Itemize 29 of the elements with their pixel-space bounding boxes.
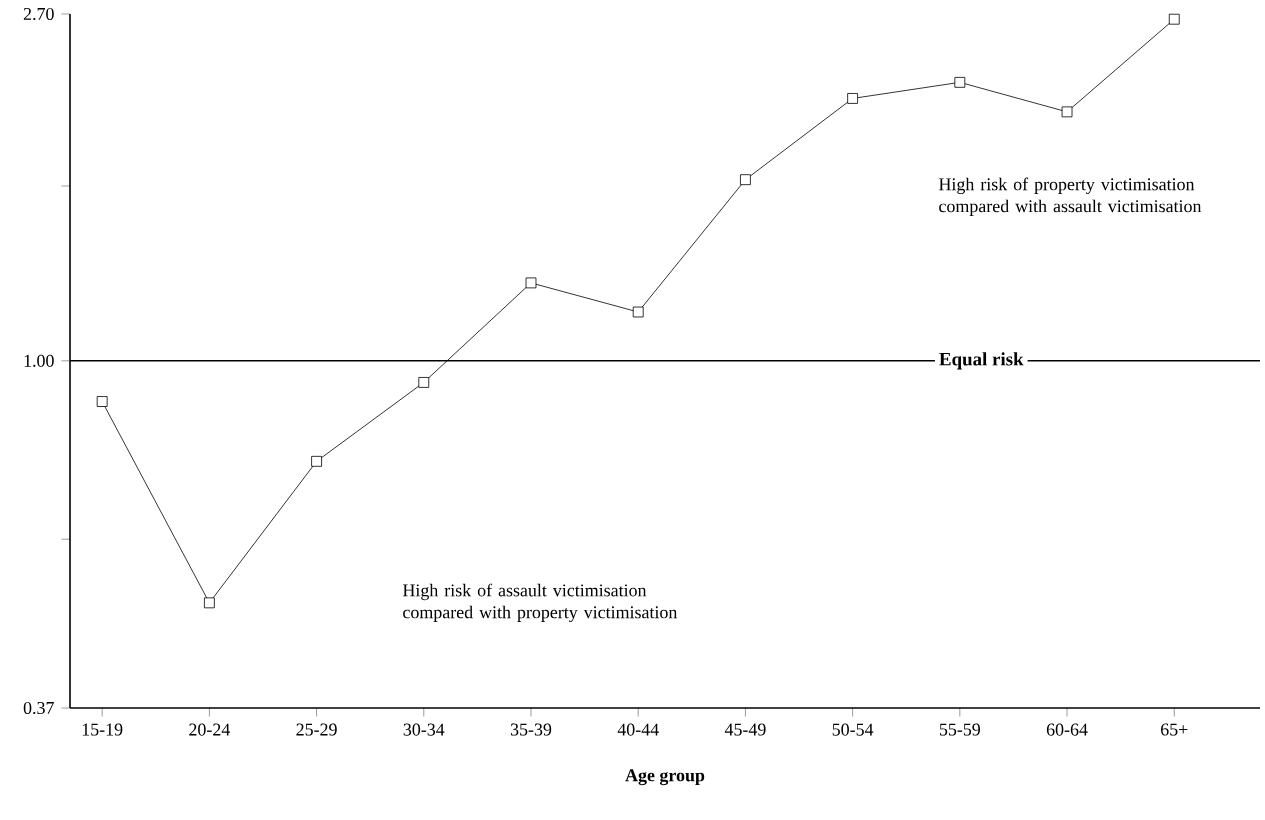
point: [203, 597, 215, 609]
x-tick-label: 35-39: [510, 723, 552, 736]
point: [954, 76, 966, 88]
y-tick-label: 1.00: [24, 354, 54, 367]
y-tick-label: 0.37: [23, 701, 54, 715]
x-tick-label: 15-19: [82, 723, 123, 736]
x-tick-label: 55-59: [939, 723, 980, 736]
point: [96, 396, 108, 407]
annotation: High risk of assault victimisation compared with property victimisation: [402, 583, 678, 623]
x-tick-label: 25-29: [296, 723, 337, 736]
x-tick-label: 45-49: [724, 723, 766, 736]
point: [632, 306, 644, 318]
point: [418, 377, 430, 388]
x-tick-label: 50-54: [832, 723, 874, 736]
point: [847, 93, 858, 104]
point: [311, 455, 322, 467]
point: [740, 174, 751, 186]
x-tick-label: 60-64: [1046, 723, 1088, 736]
x-tick-label: 65+: [1161, 723, 1188, 736]
x-tick-label: 30-34: [403, 723, 445, 736]
point: [1061, 106, 1073, 118]
x-tick-label: 20-24: [189, 723, 231, 736]
y-tick-label: 2.70: [23, 7, 54, 21]
annotation: High risk of property victimisation compared with assault victimisation: [939, 177, 1202, 216]
x-tick-label: 40-44: [617, 723, 659, 736]
point: [525, 277, 537, 289]
x-axis-title: Age group: [625, 769, 705, 786]
point: [1168, 13, 1180, 25]
ref-line-label: Equal risk: [939, 352, 1024, 370]
